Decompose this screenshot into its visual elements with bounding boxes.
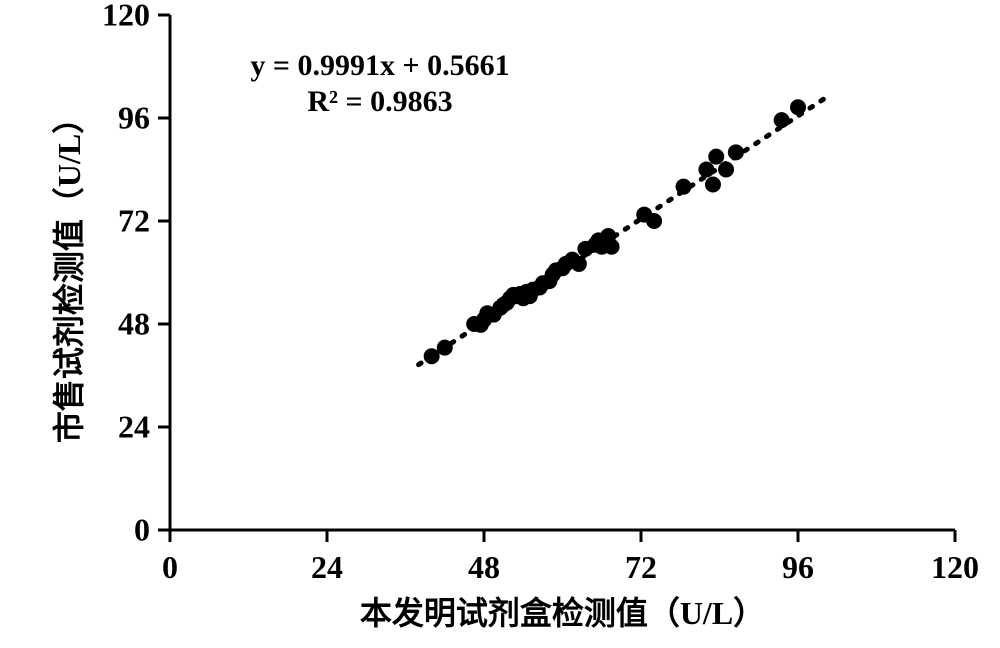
y-tick-label: 72 [118,203,150,239]
data-point [437,340,453,356]
chart-bg [0,0,1000,648]
data-point [676,179,692,195]
equation-line1: y = 0.9991x + 0.5661 [250,49,509,82]
data-point [705,177,721,193]
scatter-chart: 0 24 48 72 96 120 0 24 48 72 96 120 本发明试剂盒检测值（U/L） 市售… [0,0,1000,648]
equation-line2: R² = 0.9863 [307,85,452,118]
data-point [571,256,587,272]
data-point [604,239,620,255]
y-tick-label: 120 [102,0,150,33]
x-tick-label: 72 [625,549,657,585]
x-tick-label: 0 [162,549,178,585]
data-point [728,144,744,160]
data-point [790,99,806,115]
data-point [774,112,790,128]
x-tick-label: 48 [468,549,500,585]
y-axis-label: 市售试剂检测值（U/L） [51,102,87,443]
data-point [424,348,440,364]
data-point [646,213,662,229]
x-tick-label: 24 [311,549,343,585]
data-point [698,162,714,178]
y-tick-label: 0 [134,512,150,548]
y-tick-label: 24 [118,409,150,445]
x-axis-label: 本发明试剂盒检测值（U/L） [360,595,765,631]
y-tick-label: 96 [118,100,150,136]
data-point [718,162,734,178]
x-tick-label: 120 [931,549,979,585]
data-point [708,149,724,165]
x-tick-label: 96 [782,549,814,585]
y-tick-label: 48 [118,306,150,342]
